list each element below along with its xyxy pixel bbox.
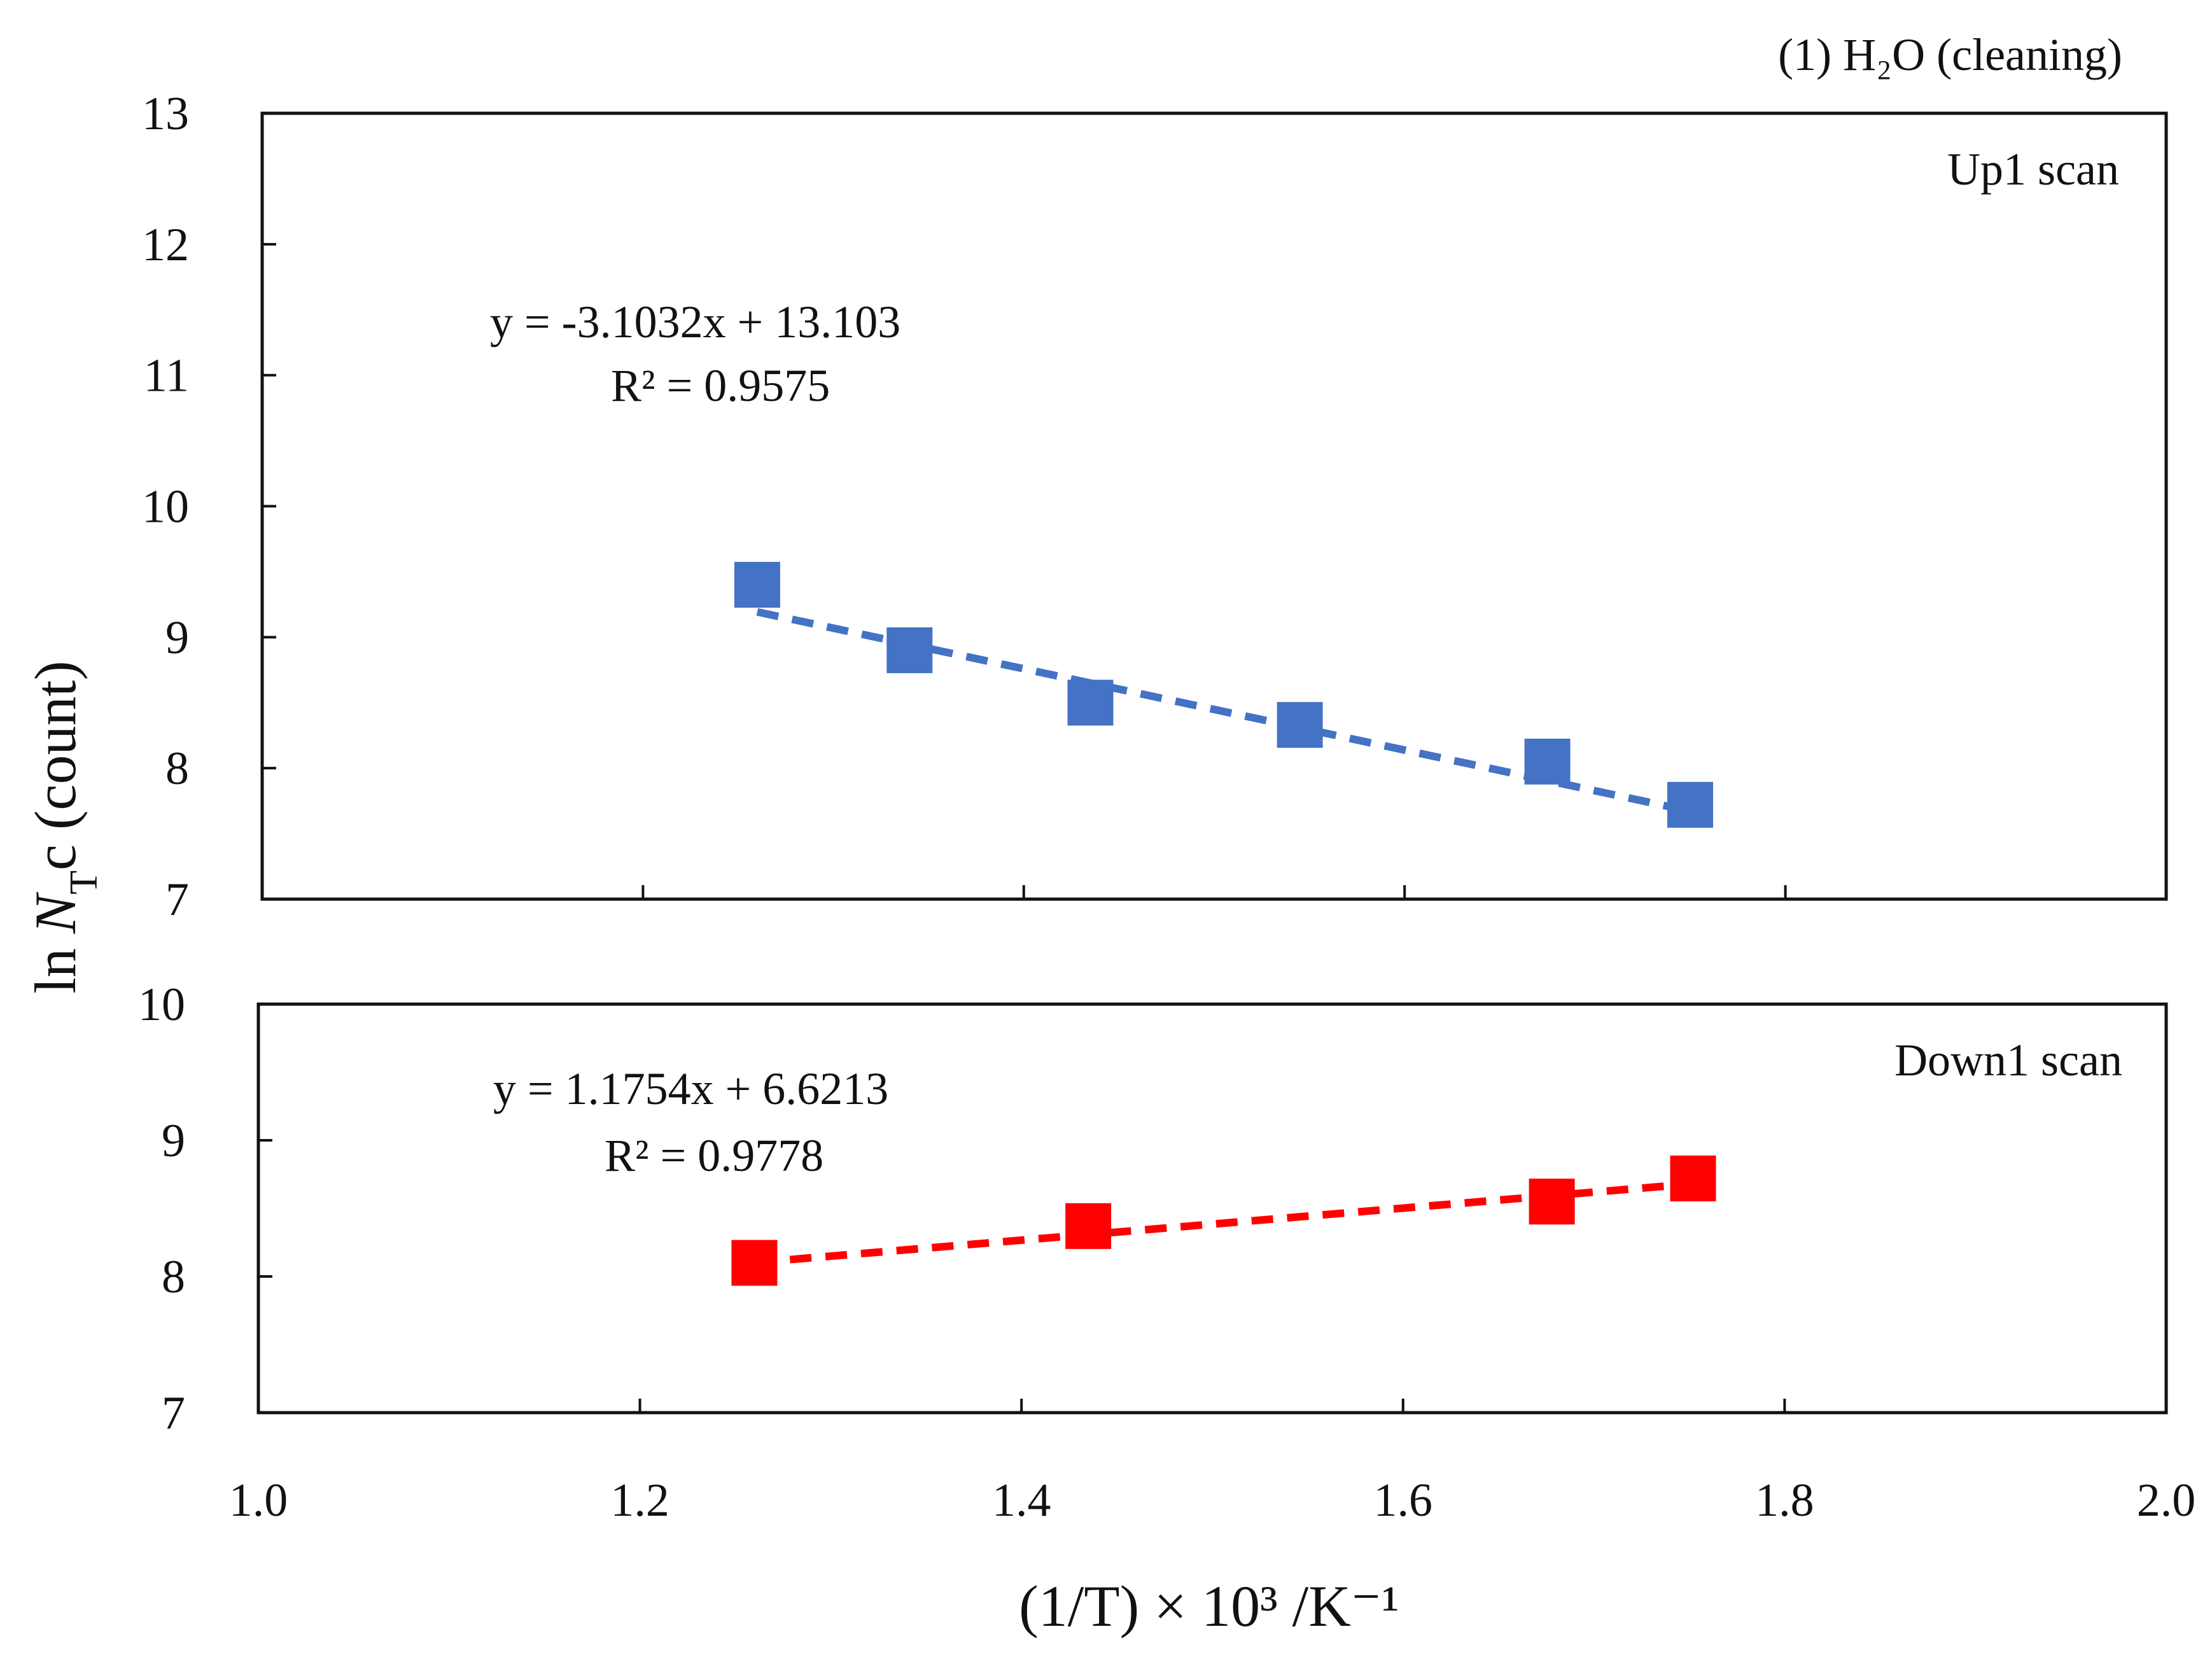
up1-ytick-label: 9 [165,612,189,664]
down1-point [1065,1203,1112,1249]
up1-ytick-label: 8 [165,743,189,795]
x-tick-label: 1.0 [229,1474,288,1527]
figure-header-label: (1) H₂O (cleaning) [1778,29,2122,80]
down1-panel: 7 8 9 10 Down1 scan y = 1.1754x + 6.6213 R²… [138,979,2168,1439]
up1-points [734,562,1713,828]
up1-ytick-label: 10 [142,481,189,533]
up1-y-ticks: 7 8 9 10 11 12 13 [142,88,276,926]
x-tick-label: 2.0 [2137,1474,2196,1527]
down1-y-ticks: 7 8 9 10 [138,979,272,1439]
x-tick-labels: 1.0 1.2 1.4 1.6 1.8 2.0 [229,1474,2196,1527]
up1-panel-label: Up1 scan [1947,144,2119,195]
down1-ytick-label: 8 [162,1251,185,1303]
down1-equation: y = 1.1754x + 6.6213 [493,1063,888,1114]
up1-point [1067,680,1114,726]
y-axis-title-prefix: ln [23,933,88,994]
y-axis-title-subscript: T [62,870,106,895]
y-axis-title-suffix: c (count) [23,661,88,870]
up1-plot-frame [260,111,2168,901]
up1-equation: y = -3.1032x + 13.103 [490,297,900,347]
up1-point [1277,702,1323,748]
up1-point [1524,738,1571,785]
down1-point [1529,1178,1575,1225]
y-axis-title-symbol: N [23,891,88,934]
up1-point [734,562,780,608]
down1-ytick-label: 7 [162,1387,185,1439]
x-tick-label: 1.2 [610,1474,669,1527]
x-axis-title: (1/T) × 10³ /K⁻¹ [1019,1574,1399,1639]
up1-r-squared: R² = 0.9575 [611,360,830,411]
down1-r-squared: R² = 0.9778 [605,1130,823,1181]
up1-panel: 7 8 9 10 11 12 13 Up1 scan y = -3.1032x + 13.1… [142,88,2168,926]
up1-ytick-label: 12 [142,219,189,271]
down1-ytick-label: 10 [138,979,185,1031]
down1-point [731,1240,778,1286]
x-tick-label: 1.6 [1374,1474,1433,1527]
up1-ytick-label: 11 [144,350,189,402]
down1-panel-label: Down1 scan [1894,1035,2122,1086]
up1-ytick-label: 7 [165,874,189,926]
down1-x-ticks [638,1399,1786,1413]
up1-point [886,627,933,673]
x-tick-label: 1.8 [1755,1474,1814,1527]
down1-plot-frame [256,1002,2168,1415]
down1-points [731,1155,1716,1286]
up1-ytick-label: 13 [142,88,189,140]
down1-point [1670,1155,1716,1201]
x-tick-label: 1.4 [992,1474,1051,1527]
y-axis-title: ln NTc (count) [23,661,106,993]
up1-x-ticks [641,885,1787,899]
up1-point [1667,781,1713,828]
down1-ytick-label: 9 [162,1115,185,1167]
